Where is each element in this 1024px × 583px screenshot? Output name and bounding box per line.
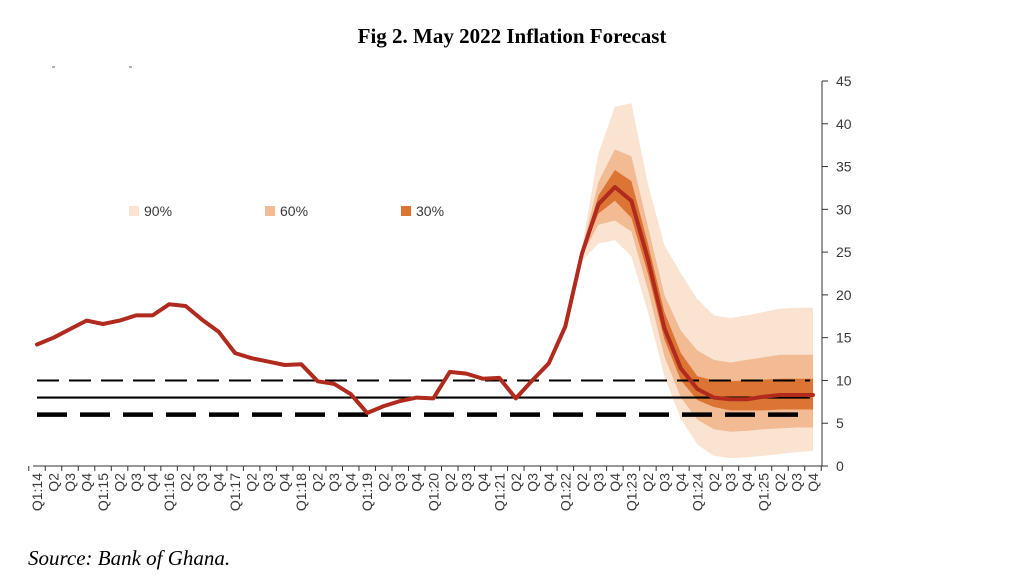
x-tick-label: Q1:14 <box>29 473 45 511</box>
y-tick-label: 30 <box>836 201 852 217</box>
x-tick-label: Q1:21 <box>491 473 507 511</box>
x-tick-label: Q4 <box>79 473 95 492</box>
x-tick-label: Q3 <box>656 473 672 492</box>
y-tick-label: 5 <box>836 415 844 431</box>
x-tick-label: Q1:25 <box>756 473 772 511</box>
x-tick-label: Q4 <box>541 473 557 492</box>
y-tick-label: 20 <box>836 287 852 303</box>
x-tick-label: Q1:17 <box>227 473 243 511</box>
x-tick-label: Q2 <box>640 473 656 492</box>
x-tick-label: Q4 <box>673 473 689 492</box>
x-tick-label: Q3 <box>524 473 540 492</box>
y-tick-label: 40 <box>836 116 852 132</box>
x-tick-label: Q2 <box>244 473 260 492</box>
x-tick-label: Q4 <box>607 473 623 492</box>
x-tick-label: Q1:22 <box>557 473 573 511</box>
x-tick-label: Q3 <box>194 473 210 492</box>
x-tick-label: Q2 <box>442 473 458 492</box>
x-tick-label: Q3 <box>590 473 606 492</box>
x-tick-label: Q2 <box>772 473 788 492</box>
y-tick-label: 45 <box>836 73 852 89</box>
legend-label: 60% <box>280 203 308 219</box>
legend: 90% 60% 30% <box>129 203 444 219</box>
x-tick-label: Q4 <box>475 473 491 492</box>
x-tick-label: Q4 <box>145 473 161 492</box>
x-tick-label: Q1:18 <box>293 473 309 511</box>
x-tick-label: Q4 <box>805 473 821 492</box>
legend-swatch-30pct <box>401 206 411 216</box>
legend-label: 30% <box>416 203 444 219</box>
legend-swatch-90pct <box>129 206 139 216</box>
y-tick-label: 0 <box>836 458 844 474</box>
legend-label: 90% <box>144 203 172 219</box>
x-tick-label: Q3 <box>789 473 805 492</box>
y-tick-label: 35 <box>836 159 852 175</box>
y-tick-label: 10 <box>836 372 852 388</box>
x-tick-label: Q1:20 <box>425 473 441 511</box>
x-tick-label: Q3 <box>128 473 144 492</box>
x-tick-label: Q4 <box>277 473 293 492</box>
fan-band-60pct <box>565 149 813 432</box>
x-tick-label: Q3 <box>392 473 408 492</box>
x-tick-label: Q2 <box>112 473 128 492</box>
y-tick-label: 15 <box>836 330 852 346</box>
x-tick-label: Q1:24 <box>689 473 705 511</box>
x-tick-label: Q2 <box>178 473 194 492</box>
x-tick-label: Q1:19 <box>359 473 375 511</box>
legend-swatch-60pct <box>265 206 275 216</box>
chart-title: Fig 2. May 2022 Inflation Forecast <box>357 24 667 48</box>
x-tick-label: Q3 <box>260 473 276 492</box>
x-tick-label: Q1:23 <box>623 473 639 511</box>
x-tick-label: Q4 <box>343 473 359 492</box>
fan-band-30pct <box>565 170 813 411</box>
source-note: Source: Bank of Ghana. <box>28 546 231 570</box>
x-tick-label: Q1:15 <box>95 473 111 511</box>
x-tick-label: Q2 <box>574 473 590 492</box>
x-tick-label: Q1:16 <box>161 473 177 511</box>
x-tick-label: Q4 <box>211 473 227 492</box>
x-tick-label: Q2 <box>508 473 524 492</box>
x-tick-label: Q2 <box>310 473 326 492</box>
fan-bands <box>565 103 813 459</box>
inflation-series <box>35 185 815 415</box>
x-tick-label: Q4 <box>739 473 755 492</box>
x-tick-label: Q2 <box>46 473 62 492</box>
x-tick-label: Q2 <box>376 473 392 492</box>
x-tick-label: Q3 <box>326 473 342 492</box>
series-line-0 <box>35 185 815 415</box>
y-tick-label: 25 <box>836 244 852 260</box>
x-tick-label: Q3 <box>458 473 474 492</box>
x-tick-label: Q3 <box>62 473 78 492</box>
x-tick-label: Q3 <box>722 473 738 492</box>
x-tick-label: Q4 <box>409 473 425 492</box>
x-tick-label: Q2 <box>706 473 722 492</box>
